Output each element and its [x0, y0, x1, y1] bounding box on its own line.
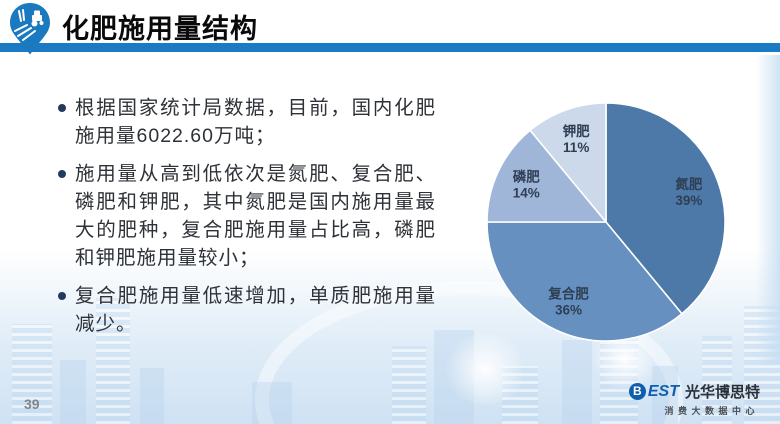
pie-slice-3 — [529, 102, 607, 223]
logo-tagline: 消费大数据中心 — [664, 406, 759, 416]
footer-logo: B EST 光华博思特 消费大数据中心 — [628, 381, 760, 417]
farm-pin-icon — [8, 2, 52, 65]
background-building — [140, 368, 164, 424]
bullet-list: 根据国家统计局数据，目前，国内化肥施用量6022.60万吨； 施用量从高到低依次… — [58, 94, 436, 348]
background-building — [502, 366, 538, 424]
pie-chart: 氮肥 39%复合肥 36%磷肥 14%钾肥 11% — [486, 102, 726, 342]
bullet-dot-icon — [58, 170, 66, 178]
bullet-dot-icon — [58, 292, 66, 300]
background-building — [252, 382, 292, 424]
logo-brand-cn: 光华博思特 — [684, 384, 760, 401]
page-number: 39 — [24, 396, 40, 412]
bullet-text: 根据国家统计局数据，目前，国内化肥施用量6022.60万吨； — [75, 97, 436, 147]
pie-chart-figure: 氮肥 39% 复合肥 36% 磷肥 14% 钾肥 11% — [450, 80, 770, 365]
bullet-item: 根据国家统计局数据，目前，国内化肥施用量6022.60万吨； — [58, 94, 436, 150]
pie-slice-label: 氮肥 39% — [675, 176, 703, 208]
pie-slice-2 — [486, 129, 607, 223]
logo-b-mark: B — [628, 383, 646, 400]
bullet-dot-icon — [58, 104, 66, 112]
pie-slice-label: 磷肥 14% — [513, 169, 541, 201]
background-building — [392, 346, 426, 424]
pie-slice-label: 钾肥 11% — [563, 123, 590, 155]
bullet-item: 复合肥施用量低速增加，单质肥施用量减少。 — [58, 282, 436, 338]
page-title: 化肥施用量结构 — [62, 14, 258, 44]
background-building — [60, 360, 86, 424]
logo-wordmark: B EST 光华博思特 — [628, 381, 760, 402]
logo-est-text: EST — [647, 382, 679, 400]
bullet-text: 施用量从高到低依次是氮肥、复合肥、磷肥和钾肥，其中氮肥是国内施用量最大的肥种，复… — [75, 163, 436, 269]
header-accent-bar — [0, 43, 780, 52]
bullet-text: 复合肥施用量低速增加，单质肥施用量减少。 — [75, 285, 436, 335]
bullet-item: 施用量从高到低依次是氮肥、复合肥、磷肥和钾肥，其中氮肥是国内施用量最大的肥种，复… — [58, 160, 436, 272]
